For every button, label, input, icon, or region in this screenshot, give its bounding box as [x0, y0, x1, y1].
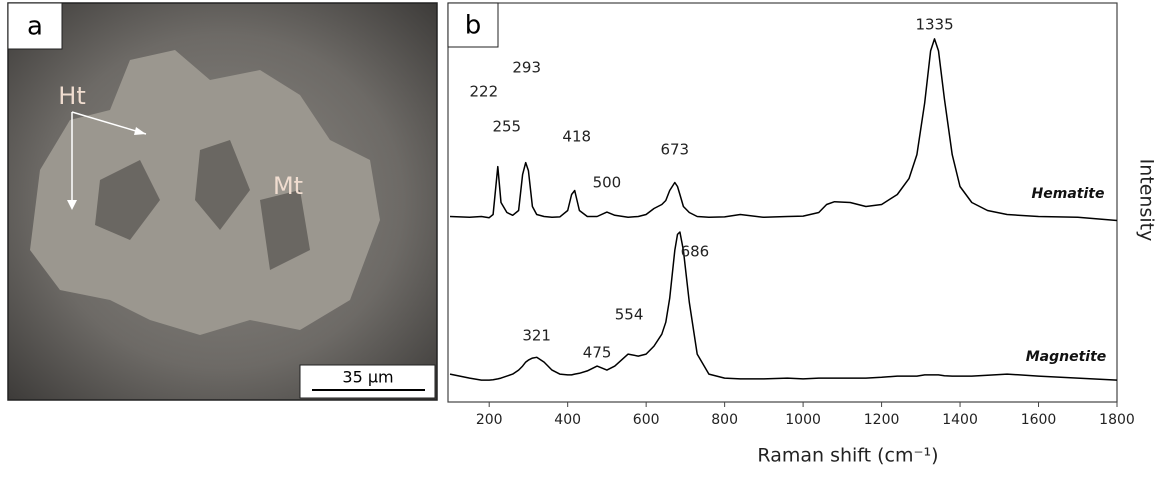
x-tick-label: 200: [476, 412, 503, 428]
x-axis-label: Raman shift (cm⁻¹): [757, 445, 938, 467]
panel-label-box: [7, 2, 63, 50]
x-tick-label: 1800: [1099, 412, 1135, 428]
pores: [95, 140, 310, 270]
phase-label: Ht: [58, 82, 85, 110]
spectrum-line: [449, 231, 1118, 381]
spectrum-line: [449, 38, 1118, 222]
peak-label: 321: [522, 327, 551, 345]
arrowhead: [67, 127, 146, 210]
series-label: Hematite: [1032, 186, 1105, 202]
peak-label: 418: [562, 128, 591, 146]
panel-label: a: [27, 12, 43, 42]
peak-label: 1335: [915, 16, 953, 34]
x-tick-label: 400: [554, 412, 581, 428]
peak-label: 255: [492, 118, 521, 136]
x-tick-label: 1600: [1021, 412, 1057, 428]
arrow: [71, 111, 147, 205]
x-tick-label: 800: [711, 412, 738, 428]
x-tick-label: 1200: [864, 412, 900, 428]
scale-bar-label: 35 µm: [342, 368, 393, 387]
peak-label: 293: [512, 59, 541, 77]
series-label: Magnetite: [1026, 349, 1107, 365]
x-tick-label: 600: [633, 412, 660, 428]
panel-label-box: [447, 2, 499, 48]
panel-a: a Ht Mt 35 µm: [7, 2, 438, 401]
x-tick-label: 1000: [785, 412, 821, 428]
y-axis-label: Intensity: [1136, 159, 1158, 242]
phase-label: Mt: [273, 172, 303, 200]
peak-label: 673: [660, 141, 689, 159]
peak-label: 686: [681, 243, 710, 261]
plot-frame: [447, 2, 1118, 403]
peak-label: 500: [593, 174, 622, 192]
peak-label: 554: [615, 306, 644, 324]
peak-label: 222: [470, 83, 499, 101]
scale-bar-box: [299, 364, 436, 399]
peak-label: 475: [583, 344, 612, 362]
panel-label: b: [465, 11, 482, 41]
x-tick-label: 1400: [942, 412, 978, 428]
